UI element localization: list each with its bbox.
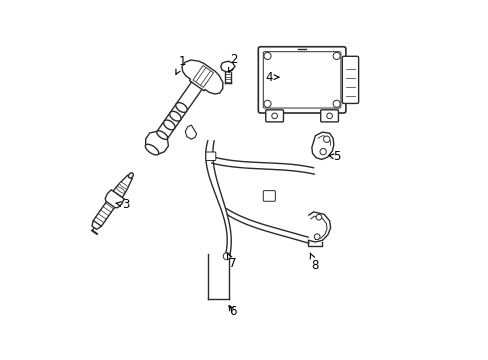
Circle shape — [319, 148, 325, 155]
Polygon shape — [220, 61, 234, 72]
Circle shape — [315, 215, 321, 220]
Circle shape — [326, 113, 332, 119]
FancyBboxPatch shape — [263, 191, 275, 201]
Polygon shape — [105, 190, 124, 208]
FancyBboxPatch shape — [342, 56, 358, 103]
Ellipse shape — [120, 183, 128, 189]
Circle shape — [332, 53, 340, 59]
Ellipse shape — [145, 144, 159, 155]
Polygon shape — [145, 131, 168, 154]
Circle shape — [314, 234, 319, 239]
FancyBboxPatch shape — [258, 47, 345, 113]
Ellipse shape — [163, 120, 175, 130]
Circle shape — [332, 100, 340, 107]
Circle shape — [323, 136, 329, 143]
FancyBboxPatch shape — [265, 110, 283, 122]
Text: 7: 7 — [227, 253, 236, 270]
Polygon shape — [113, 175, 132, 198]
Polygon shape — [182, 60, 223, 94]
Polygon shape — [185, 125, 196, 139]
FancyBboxPatch shape — [205, 152, 215, 161]
Circle shape — [264, 53, 270, 59]
Text: 8: 8 — [309, 253, 319, 271]
Text: 1: 1 — [176, 55, 186, 74]
Polygon shape — [92, 221, 101, 229]
Text: 5: 5 — [328, 150, 340, 163]
Text: 2: 2 — [228, 53, 237, 72]
Polygon shape — [311, 132, 333, 159]
Polygon shape — [193, 66, 213, 87]
Circle shape — [264, 100, 270, 107]
FancyBboxPatch shape — [320, 110, 338, 122]
Ellipse shape — [128, 173, 133, 178]
Circle shape — [271, 113, 277, 119]
Text: 4: 4 — [265, 71, 278, 84]
Text: 3: 3 — [116, 198, 129, 211]
Ellipse shape — [156, 131, 167, 139]
Text: 6: 6 — [228, 305, 236, 318]
FancyBboxPatch shape — [263, 52, 340, 108]
Ellipse shape — [169, 111, 181, 121]
Circle shape — [223, 253, 230, 260]
Ellipse shape — [116, 187, 124, 193]
Ellipse shape — [176, 103, 187, 112]
